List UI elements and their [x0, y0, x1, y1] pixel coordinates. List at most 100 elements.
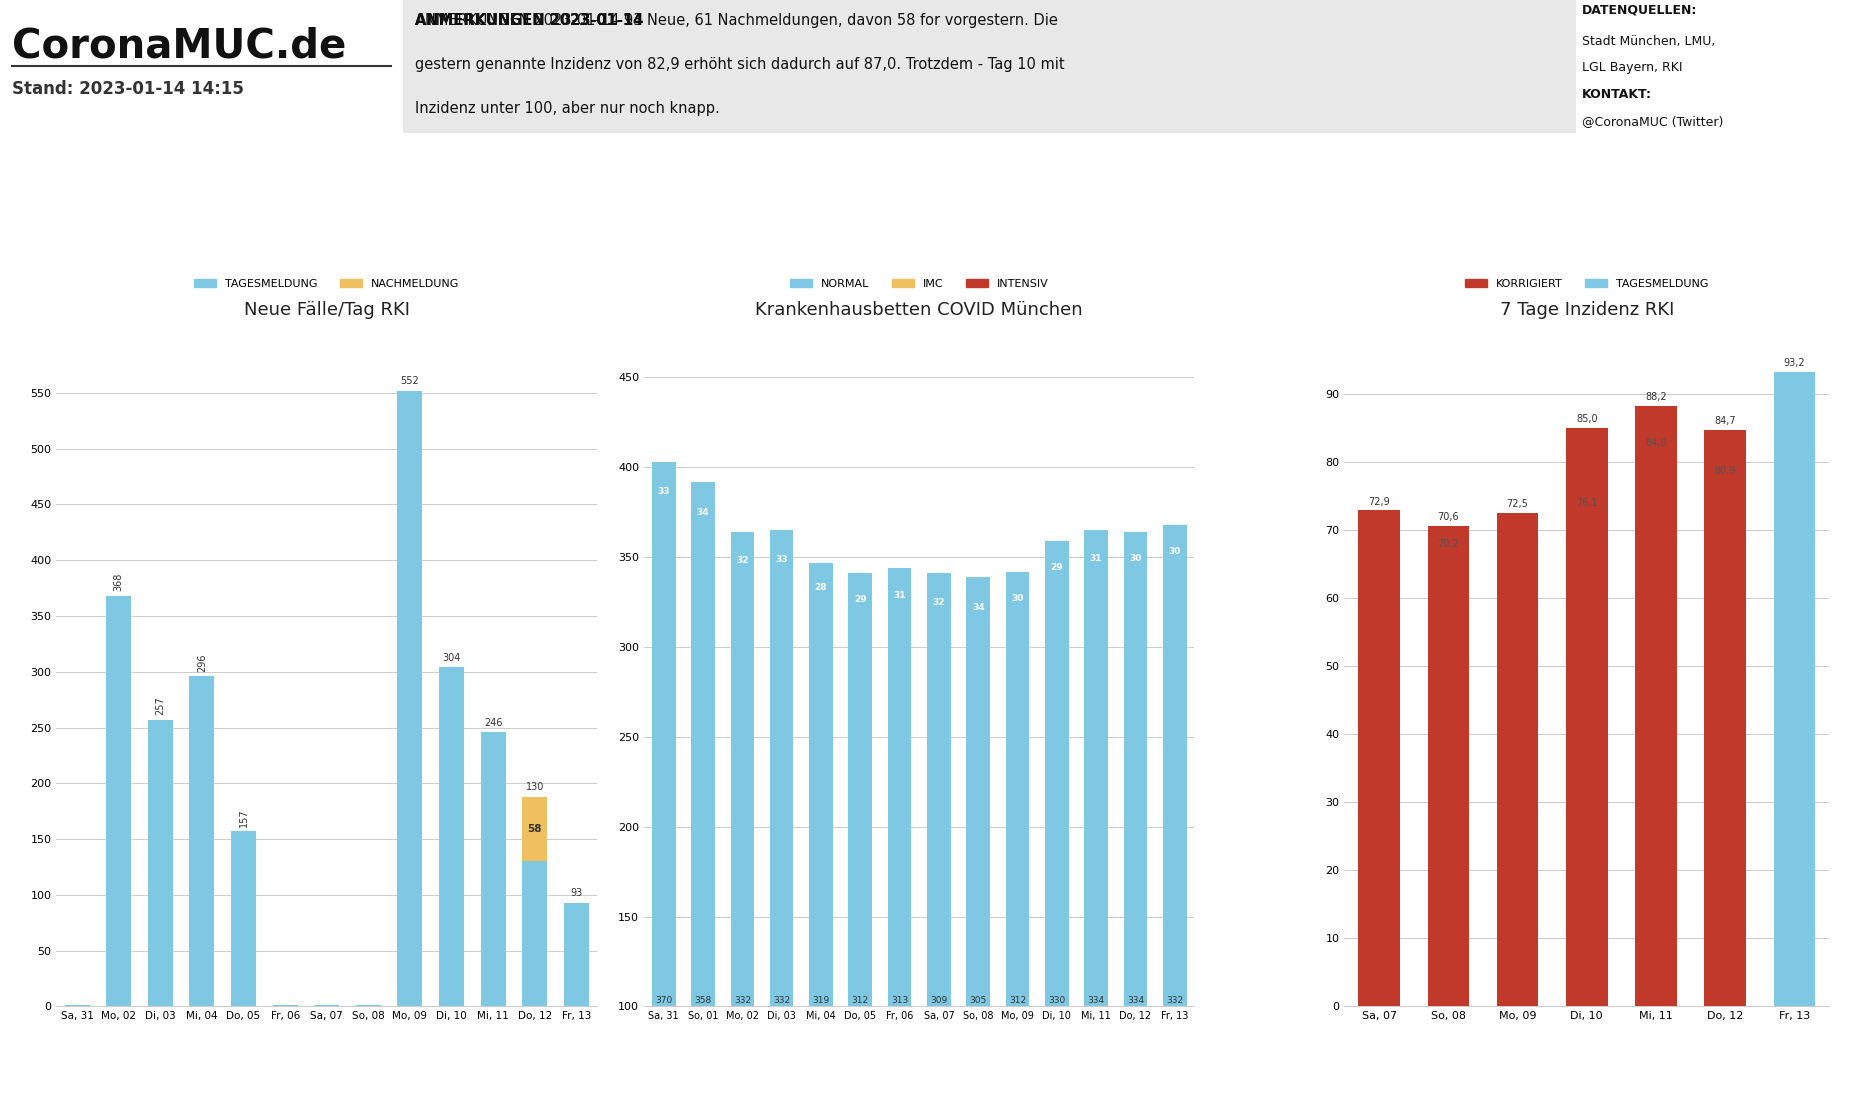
Text: BESTÄTIGTE FÄLLE: BESTÄTIGTE FÄLLE — [94, 154, 216, 166]
Text: KONTAKT:: KONTAKT: — [1581, 87, 1653, 101]
Bar — [769, 530, 794, 1106]
Text: 70,6: 70,6 — [1437, 512, 1460, 522]
Text: Stand: 2023-01-14 14:15: Stand: 2023-01-14 14:15 — [11, 80, 244, 97]
Text: 0,99: 0,99 — [1360, 207, 1452, 242]
Text: ANMERKUNGEN 2023-01-14 93 Neue, 61 Nachmeldungen, davon 58 for vorgestern. Die: ANMERKUNGEN 2023-01-14 93 Neue, 61 Nachm… — [415, 13, 1058, 29]
Text: +153: +153 — [101, 207, 210, 242]
Text: ANMERKUNGEN 2023-01-14: ANMERKUNGEN 2023-01-14 — [415, 13, 643, 29]
Text: Quelle: CoronaMUC: Quelle: CoronaMUC — [1349, 276, 1463, 289]
Text: 28: 28 — [814, 583, 827, 592]
Bar — [809, 563, 833, 1106]
Text: REPRODUKTIONSWERT: REPRODUKTIONSWERT — [1330, 154, 1482, 166]
Bar — [148, 720, 173, 1006]
Bar — [1705, 429, 1747, 1006]
Bar — [887, 568, 912, 1106]
Text: 31: 31 — [1090, 553, 1103, 563]
Text: +5: +5 — [439, 207, 497, 242]
Bar — [1636, 406, 1677, 1006]
Bar — [730, 532, 754, 1106]
Bar — [1084, 530, 1109, 1106]
Text: 33: 33 — [775, 555, 788, 564]
Text: INZIDENZ RKI: INZIDENZ RKI — [1673, 154, 1763, 166]
Bar — [1428, 529, 1469, 1006]
Bar — [231, 832, 255, 1006]
Title: Neue Fälle/Tag RKI: Neue Fälle/Tag RKI — [244, 301, 409, 319]
Bar — [848, 573, 872, 1106]
Text: DATENQUELLEN:: DATENQUELLEN: — [1581, 4, 1698, 17]
Text: 334: 334 — [1088, 995, 1105, 1004]
Text: 358: 358 — [694, 995, 711, 1004]
Text: 296: 296 — [197, 654, 206, 671]
Text: 30: 30 — [1011, 594, 1024, 603]
Text: 58: 58 — [527, 824, 542, 834]
Bar — [966, 577, 991, 1106]
Text: TODESFÄLLE: TODESFÄLLE — [426, 154, 510, 166]
Bar — [1705, 456, 1747, 1006]
Bar — [272, 1005, 298, 1006]
Text: LMU: 1,01 2022-12-28: LMU: 1,01 2022-12-28 — [1341, 317, 1471, 330]
Text: 93: 93 — [570, 888, 583, 898]
Legend: KORRIGIERT, TAGESMELDUNG: KORRIGIERT, TAGESMELDUNG — [1461, 274, 1713, 293]
Text: ↑ Share: ↑ Share — [53, 1073, 98, 1084]
Text: 304: 304 — [443, 653, 461, 662]
Text: 334: 334 — [1127, 995, 1144, 1004]
Bar — [315, 1005, 340, 1006]
Bar — [522, 862, 548, 1006]
Text: 330: 330 — [1049, 995, 1066, 1004]
Legend: NORMAL, IMC, INTENSIV: NORMAL, IMC, INTENSIV — [786, 274, 1052, 293]
Text: 34: 34 — [696, 508, 709, 517]
Text: 80,9: 80,9 — [1715, 466, 1735, 476]
Bar — [107, 596, 131, 1006]
Text: 2.435: 2.435 — [722, 207, 840, 242]
Text: ANMERKUNGEN 2023-01-14: ANMERKUNGEN 2023-01-14 — [415, 13, 643, 29]
Text: Genesene: 706.247: Genesene: 706.247 — [719, 296, 842, 310]
Text: 332: 332 — [734, 995, 750, 1004]
Text: LGL Bayern, RKI: LGL Bayern, RKI — [1581, 61, 1683, 74]
Bar — [1566, 488, 1608, 1006]
Text: * Genesene:   7 Tages Durchschnitt der Summe RKI vor 10 Tagen | Aktuell Infizier: * Genesene: 7 Tages Durchschnitt der Sum… — [478, 1040, 1398, 1056]
Bar — [356, 1005, 381, 1006]
Text: 34: 34 — [972, 603, 985, 612]
Bar — [1428, 525, 1469, 1006]
Bar — [439, 667, 463, 1006]
Text: 332: 332 — [1167, 995, 1184, 1004]
Text: Gesamt: 708.682: Gesamt: 708.682 — [101, 296, 210, 310]
Bar — [1636, 428, 1677, 1006]
Text: 29: 29 — [854, 595, 867, 604]
Bar — [1358, 510, 1399, 1006]
Text: 93,2: 93,2 — [1784, 358, 1805, 368]
Text: 29: 29 — [1051, 563, 1064, 572]
Legend: TAGESMELDUNG, NACHMELDUNG: TAGESMELDUNG, NACHMELDUNG — [189, 274, 463, 293]
Text: Inzidenz unter 100, aber nur noch knapp.: Inzidenz unter 100, aber nur noch knapp. — [415, 101, 720, 116]
Text: 30: 30 — [1169, 547, 1180, 556]
Text: 246: 246 — [484, 718, 503, 728]
Text: 130: 130 — [525, 782, 544, 792]
Text: infogram: infogram — [1735, 1072, 1801, 1085]
Text: 313: 313 — [891, 995, 908, 1004]
Text: AKTUELL INFIZIERTE*: AKTUELL INFIZIERTE* — [709, 154, 852, 166]
Text: 84,9: 84,9 — [1645, 438, 1666, 448]
Bar — [522, 796, 548, 862]
Bar — [1006, 572, 1030, 1106]
Text: 76,1: 76,1 — [1576, 499, 1598, 509]
Bar — [690, 482, 715, 1106]
Text: 157: 157 — [238, 808, 248, 827]
Text: 305: 305 — [970, 995, 987, 1004]
Text: Di-Sa, nicht nach: Di-Sa, nicht nach — [1668, 276, 1769, 289]
Text: 312: 312 — [852, 995, 869, 1004]
Text: NORMAL      IMC    INTENSIV: NORMAL IMC INTENSIV — [1021, 272, 1165, 282]
Text: 32: 32 — [932, 597, 946, 606]
Bar — [1124, 532, 1148, 1106]
Bar — [398, 390, 422, 1006]
Text: KRANKENHAUSBETTEN COVID: KRANKENHAUSBETTEN COVID — [994, 154, 1193, 166]
Text: Stadt München, LMU,: Stadt München, LMU, — [1581, 34, 1715, 48]
Text: 319: 319 — [812, 995, 829, 1004]
Text: Feiertagen: Feiertagen — [1687, 317, 1750, 330]
Bar — [653, 462, 675, 1106]
Bar — [927, 573, 951, 1106]
Bar — [64, 1005, 90, 1006]
Text: CoronaMUC.de: CoronaMUC.de — [11, 27, 347, 66]
Bar — [565, 902, 589, 1006]
Text: 33: 33 — [657, 487, 670, 497]
Title: 7 Tage Inzidenz RKI: 7 Tage Inzidenz RKI — [1499, 301, 1673, 319]
